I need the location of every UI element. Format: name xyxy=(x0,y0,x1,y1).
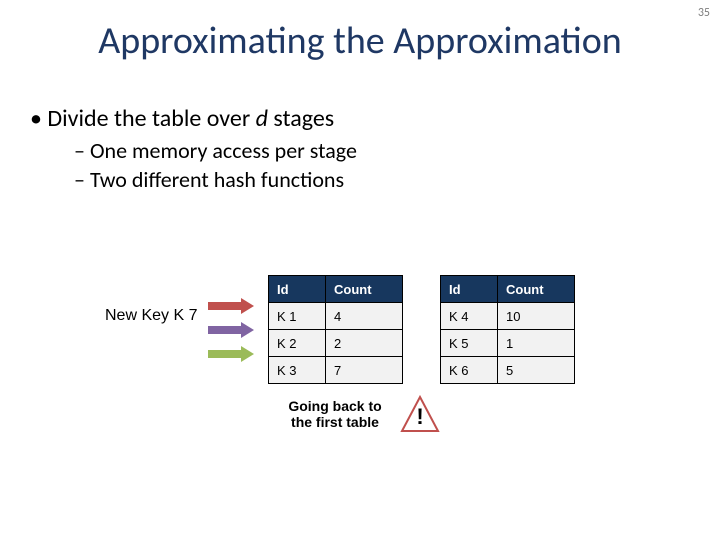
warning-icon: ! xyxy=(400,395,440,435)
table-cell: 4 xyxy=(326,303,403,330)
going-back-caption: Going back to the first table xyxy=(280,398,390,430)
arrow-icon xyxy=(208,324,254,336)
table-cell: K 5 xyxy=(441,330,498,357)
table-cell: 1 xyxy=(498,330,575,357)
table-cell: K 6 xyxy=(441,357,498,384)
bullet-level1: Divide the table over d stages xyxy=(30,104,680,133)
arrow-group xyxy=(208,300,254,372)
table-row: K 6 5 xyxy=(441,357,575,384)
bullet-level2: Two different hash functions xyxy=(74,166,680,193)
bullet-level2: One memory access per stage xyxy=(74,137,680,164)
table-cell: K 3 xyxy=(269,357,326,384)
table-header: Count xyxy=(326,276,403,303)
table-header-row: Id Count xyxy=(269,276,403,303)
table-cell: 10 xyxy=(498,303,575,330)
table-cell: 5 xyxy=(498,357,575,384)
new-key-label: New Key K 7 xyxy=(105,307,197,325)
bullet-text: Divide the table over xyxy=(47,104,255,133)
table-row: K 3 7 xyxy=(269,357,403,384)
arrow-body xyxy=(208,302,242,310)
table-row: K 4 10 xyxy=(441,303,575,330)
table-right: Id Count K 4 10 K 5 1 K 6 5 xyxy=(440,275,575,384)
arrow-head xyxy=(241,322,254,338)
arrow-icon xyxy=(208,300,254,312)
arrow-body xyxy=(208,350,242,358)
table-cell: K 2 xyxy=(269,330,326,357)
table-row: K 1 4 xyxy=(269,303,403,330)
arrow-icon xyxy=(208,348,254,360)
table-cell: 2 xyxy=(326,330,403,357)
table-left: Id Count K 1 4 K 2 2 K 3 7 xyxy=(268,275,403,384)
table-row: K 2 2 xyxy=(269,330,403,357)
warning-glyph: ! xyxy=(400,404,440,430)
slide-title: Approximating the Approximation xyxy=(0,18,720,64)
table-header: Count xyxy=(498,276,575,303)
table-header: Id xyxy=(441,276,498,303)
table-header-row: Id Count xyxy=(441,276,575,303)
table-cell: 7 xyxy=(326,357,403,384)
bullet-text: stages xyxy=(268,104,334,133)
table-row: K 5 1 xyxy=(441,330,575,357)
slide: 35 Approximating the Approximation Divid… xyxy=(0,0,720,540)
bullet-text: Two different hash functions xyxy=(90,166,344,193)
arrow-head xyxy=(241,298,254,314)
table-cell: K 4 xyxy=(441,303,498,330)
table-cell: K 1 xyxy=(269,303,326,330)
bullet-var: d xyxy=(256,104,268,133)
table-header: Id xyxy=(269,276,326,303)
bullet-text: One memory access per stage xyxy=(90,137,357,164)
arrow-body xyxy=(208,326,242,334)
bullet-list: Divide the table over d stages One memor… xyxy=(30,100,680,195)
arrow-head xyxy=(241,346,254,362)
